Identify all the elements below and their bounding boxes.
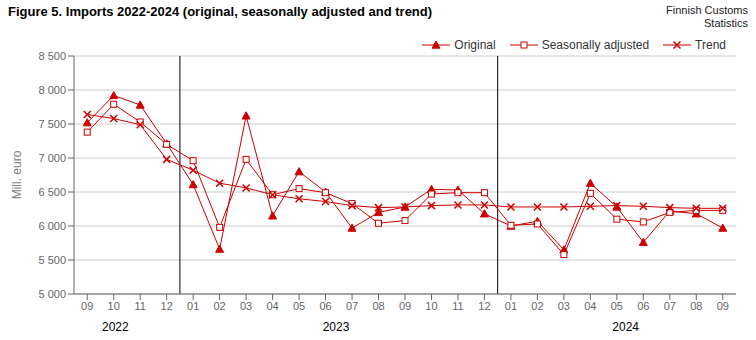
html-text:Trend: Trend <box>695 38 726 52</box>
svg-text:07: 07 <box>346 300 358 312</box>
svg-text:06: 06 <box>319 300 331 312</box>
html-text:Seasonally adjusted: Seasonally adjusted <box>541 38 650 52</box>
svg-text:05: 05 <box>611 300 623 312</box>
svg-text:02: 02 <box>214 300 226 312</box>
html-text:Statistics: Statistics <box>704 17 748 29</box>
html-text:Finnish Customs: Finnish Customs <box>666 4 748 16</box>
svg-text:5 500: 5 500 <box>38 254 66 266</box>
svg-text:09: 09 <box>717 300 729 312</box>
html-text:Original: Original <box>454 38 496 52</box>
svg-text:05: 05 <box>293 300 305 312</box>
svg-text:08: 08 <box>372 300 384 312</box>
svg-text:6 000: 6 000 <box>38 220 66 232</box>
svg-text:08: 08 <box>690 300 702 312</box>
svg-text:8 000: 8 000 <box>38 84 66 96</box>
svg-text:01: 01 <box>187 300 199 312</box>
svg-text:09: 09 <box>81 300 93 312</box>
svg-text:2022: 2022 <box>102 320 129 334</box>
svg-text:Mill. euro: Mill. euro <box>10 150 24 199</box>
svg-text:07: 07 <box>664 300 676 312</box>
svg-text:10: 10 <box>425 300 437 312</box>
svg-text:09: 09 <box>399 300 411 312</box>
svg-text:7 000: 7 000 <box>38 152 66 164</box>
svg-text:5 000: 5 000 <box>38 288 66 300</box>
svg-text:02: 02 <box>531 300 543 312</box>
svg-text:01: 01 <box>505 300 517 312</box>
svg-text:06: 06 <box>637 300 649 312</box>
svg-text:11: 11 <box>134 300 145 312</box>
svg-text:12: 12 <box>478 300 490 312</box>
svg-text:10: 10 <box>108 300 120 312</box>
svg-text:03: 03 <box>558 300 570 312</box>
svg-text:2024: 2024 <box>612 320 639 334</box>
svg-text:2023: 2023 <box>323 320 350 334</box>
svg-text:11: 11 <box>452 300 463 312</box>
svg-text:8 500: 8 500 <box>38 50 66 62</box>
svg-text:04: 04 <box>584 300 596 312</box>
svg-text:04: 04 <box>266 300 278 312</box>
svg-text:03: 03 <box>240 300 252 312</box>
svg-text:12: 12 <box>161 300 173 312</box>
html-text:Figure 5. Imports 2022-2024 (o: Figure 5. Imports 2022-2024 (original, s… <box>8 4 433 19</box>
svg-text:6 500: 6 500 <box>38 186 66 198</box>
svg-text:7 500: 7 500 <box>38 118 66 130</box>
